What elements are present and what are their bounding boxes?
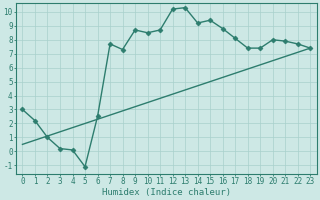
- X-axis label: Humidex (Indice chaleur): Humidex (Indice chaleur): [102, 188, 231, 197]
